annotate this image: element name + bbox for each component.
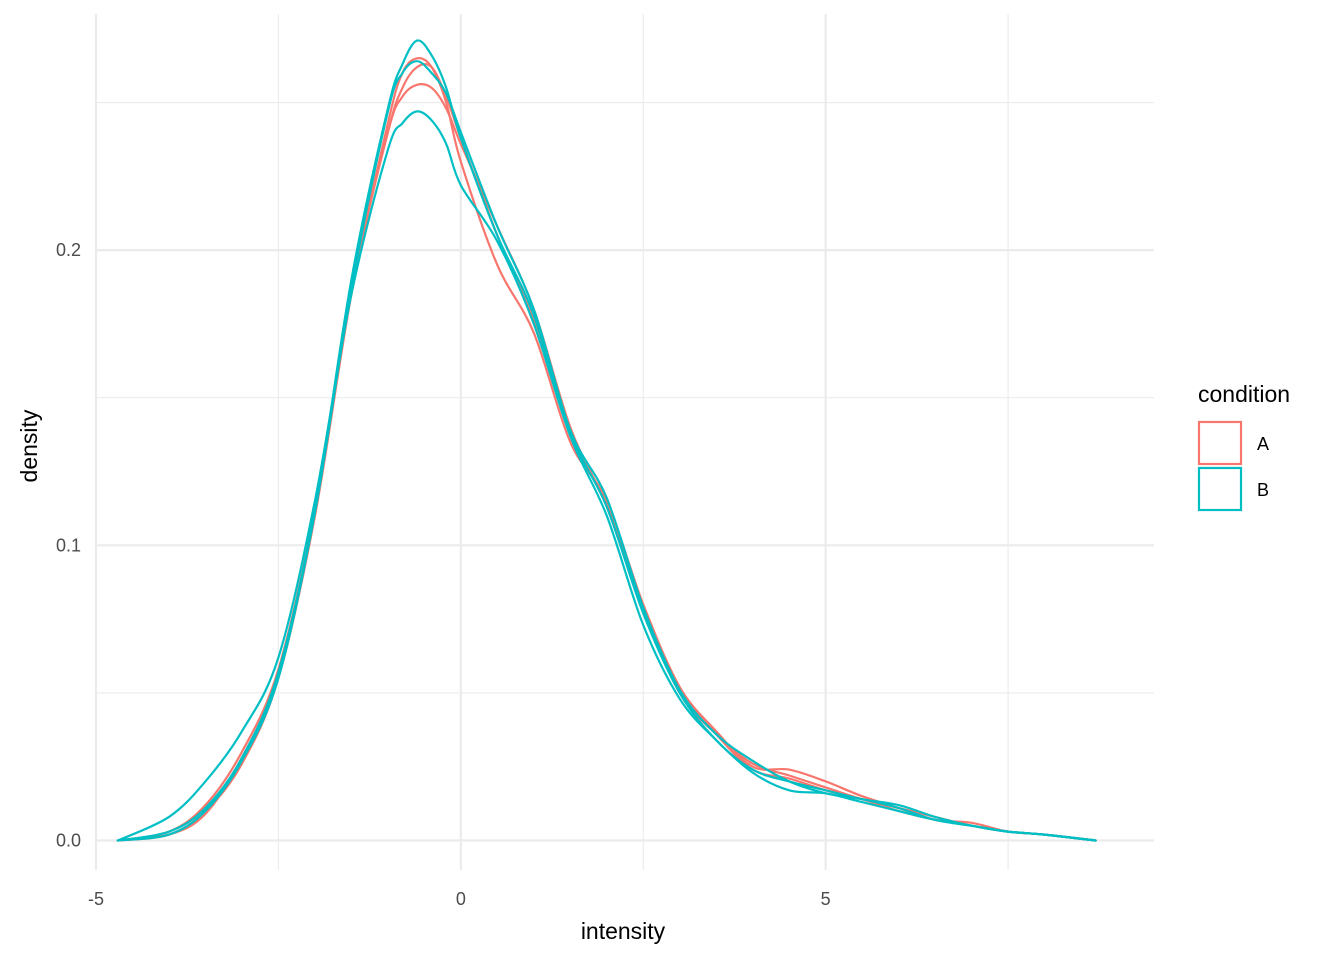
density-line-b-5 (116, 110, 1097, 842)
density-lines (116, 39, 1097, 842)
y-axis-ticks: 0.0 0.1 0.2 (56, 240, 81, 850)
x-tick-label: -5 (88, 889, 104, 909)
y-tick-label: 0.2 (56, 240, 81, 260)
density-line-a-2 (116, 83, 1097, 842)
x-tick-label: 0 (456, 889, 466, 909)
legend-label-a: A (1257, 434, 1269, 454)
x-tick-label: 5 (821, 889, 831, 909)
density-line-a-1 (116, 56, 1097, 842)
legend-entries: AB (1197, 420, 1269, 512)
density-line-a-3 (116, 62, 1097, 842)
x-axis-ticks: -5 0 5 (88, 889, 831, 909)
y-tick-label: 0.0 (56, 830, 81, 850)
grid (94, 14, 1154, 870)
x-axis-title: intensity (581, 918, 666, 944)
legend-title: condition (1198, 381, 1290, 407)
legend-label-b: B (1257, 480, 1269, 500)
y-axis-title: density (16, 409, 42, 482)
y-tick-label: 0.1 (56, 535, 81, 555)
density-line-b-6 (116, 60, 1097, 842)
legend-key-a (1197, 420, 1243, 466)
legend-key-b (1197, 466, 1243, 512)
legend: condition AB (1197, 381, 1290, 512)
